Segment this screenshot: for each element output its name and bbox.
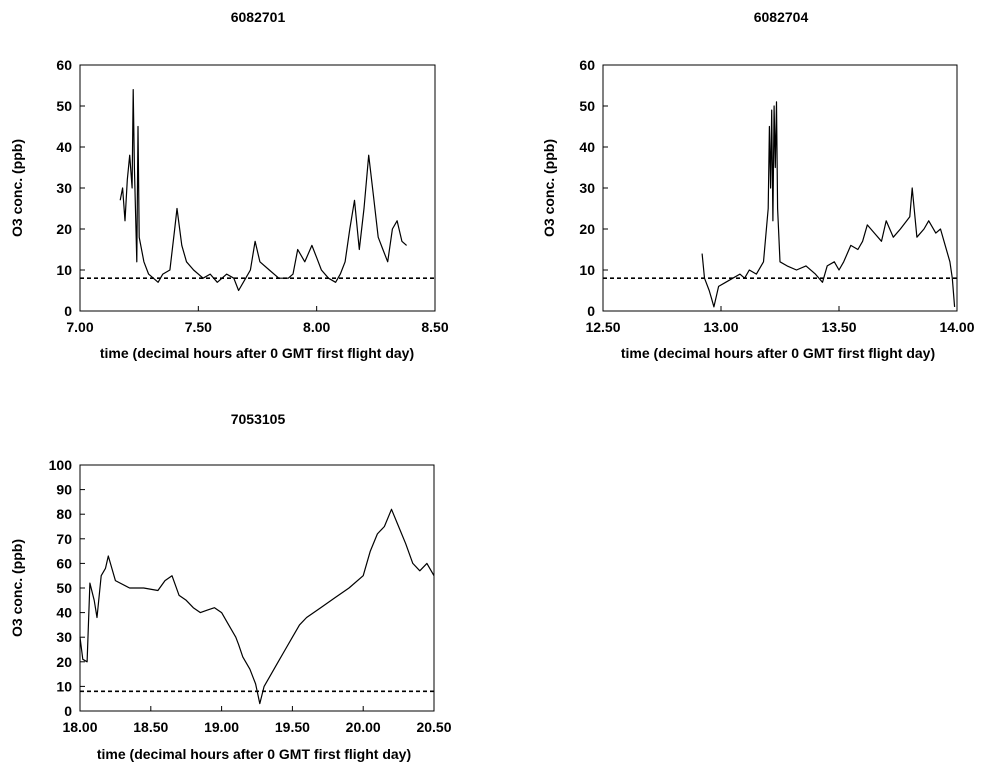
y-tick-label: 70 <box>56 531 72 547</box>
x-tick-label: 7.50 <box>185 319 212 335</box>
y-tick-label: 20 <box>56 654 72 670</box>
x-tick-label: 19.50 <box>275 719 310 735</box>
y-tick-label: 20 <box>56 221 72 237</box>
y-tick-label: 0 <box>64 303 72 319</box>
x-axis-label: time (decimal hours after 0 GMT first fl… <box>97 746 411 762</box>
x-tick-label: 19.00 <box>204 719 239 735</box>
x-tick-label: 8.00 <box>303 319 330 335</box>
y-tick-label: 20 <box>579 221 595 237</box>
y-tick-label: 0 <box>64 703 72 719</box>
chart-title: 7053105 <box>231 411 286 427</box>
chart-title: 6082701 <box>231 9 286 25</box>
x-axis-label: time (decimal hours after 0 GMT first fl… <box>621 345 935 361</box>
y-axis-label: O3 conc. (ppb) <box>9 139 25 237</box>
tick-labels: 0 10 20 30 40 50 60 70 80 90 100 18.00 18.50 19.00 19.… <box>49 457 452 735</box>
y-axis-label: O3 conc. (ppb) <box>9 539 25 637</box>
x-tick-label: 13.00 <box>703 319 738 335</box>
y-tick-label: 80 <box>56 506 72 522</box>
x-tick-label: 20.50 <box>416 719 451 735</box>
y-tick-label: 10 <box>56 262 72 278</box>
ozone-series-line <box>79 508 435 705</box>
y-tick-label: 60 <box>56 57 72 73</box>
y-tick-label: 60 <box>579 57 595 73</box>
y-tick-label: 50 <box>56 98 72 114</box>
y-tick-label: 50 <box>579 98 595 114</box>
chart-panel-3: 7053105 O3 conc. (ppb) time (decimal hou… <box>9 411 452 762</box>
y-tick-label: 60 <box>56 555 72 571</box>
x-tick-label: 18.50 <box>133 719 168 735</box>
x-tick-label: 14.00 <box>939 319 974 335</box>
y-tick-label: 50 <box>56 580 72 596</box>
y-tick-label: 10 <box>56 678 72 694</box>
y-tick-label: 10 <box>579 262 595 278</box>
x-tick-label: 7.00 <box>66 319 93 335</box>
x-tick-label: 12.50 <box>585 319 620 335</box>
y-tick-label: 40 <box>56 605 72 621</box>
y-tick-label: 0 <box>587 303 595 319</box>
x-tick-label: 13.50 <box>821 319 856 335</box>
tick-labels: 0 10 20 30 40 50 60 7.00 7.50 8.00 8.50 <box>56 57 448 335</box>
x-tick-label: 8.50 <box>421 319 448 335</box>
y-tick-label: 30 <box>56 180 72 196</box>
x-tick-label: 18.00 <box>62 719 97 735</box>
chart-title: 6082704 <box>754 9 809 25</box>
ozone-series-line <box>119 88 407 292</box>
x-axis-label: time (decimal hours after 0 GMT first fl… <box>100 345 414 361</box>
chart-panel-1: 6082701 O3 conc. (ppb) time (decimal hou… <box>9 9 449 361</box>
ozone-series-line <box>701 101 956 308</box>
y-tick-label: 30 <box>56 629 72 645</box>
x-tick-label: 20.00 <box>346 719 381 735</box>
y-tick-label: 30 <box>579 180 595 196</box>
tick-labels: 0 10 20 30 40 50 60 12.50 13.00 13.50 14.00 <box>579 57 974 335</box>
y-tick-label: 40 <box>579 139 595 155</box>
y-tick-label: 90 <box>56 482 72 498</box>
y-tick-label: 40 <box>56 139 72 155</box>
y-tick-label: 100 <box>49 457 73 473</box>
plot-frame <box>602 64 958 312</box>
y-axis-label: O3 conc. (ppb) <box>541 139 557 237</box>
chart-panel-2: 6082704 O3 conc. (ppb) time (decimal hou… <box>541 9 975 361</box>
